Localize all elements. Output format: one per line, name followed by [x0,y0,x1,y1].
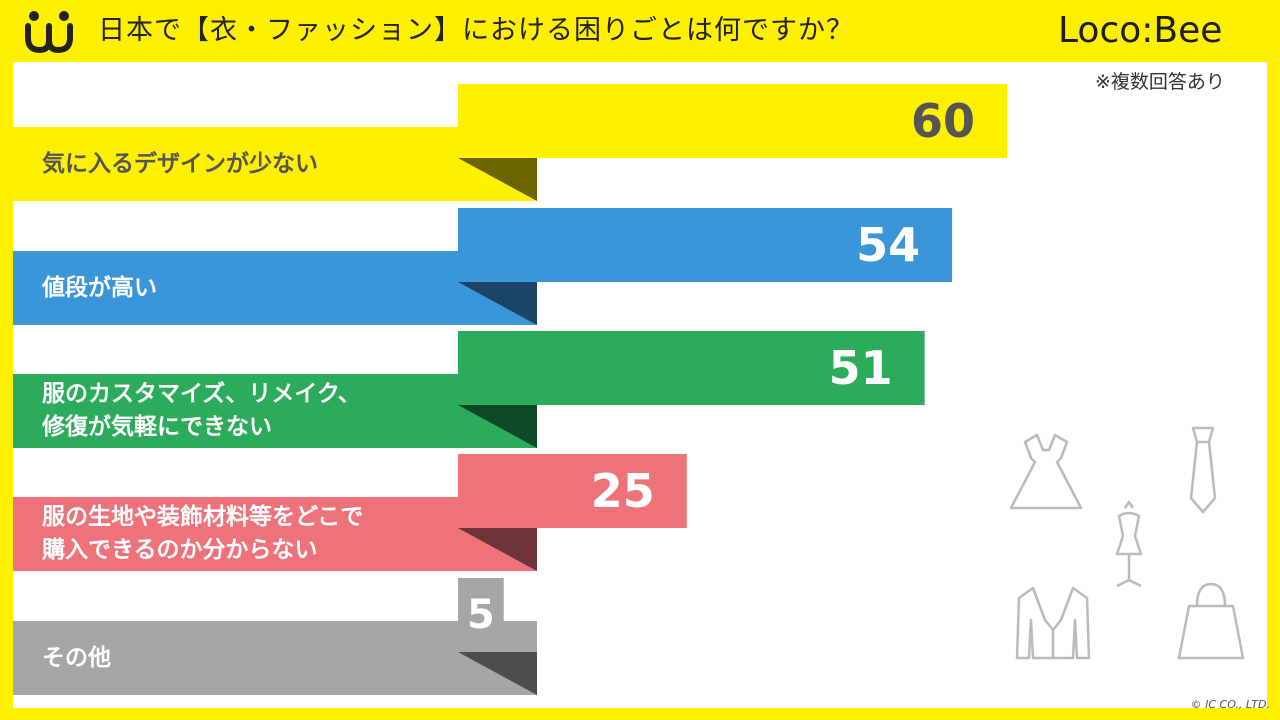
category-label: その他 [42,644,111,671]
brand-logo: Loco:Bee [1058,10,1223,51]
value-label: 54 [856,218,921,272]
value-bar [458,208,953,282]
value-bar [458,331,925,405]
value-bar [458,578,504,652]
value-label: 25 [590,464,655,518]
category-label: 服のカスタマイズ、リメイク、 修復が気軽にできない [42,381,361,440]
category-label: 服の生地や装飾材料等をどこで 購入できるのか分からない [42,504,364,563]
band-shadow [458,282,537,325]
copyright-notice: © IC CO., LTD. [1190,698,1270,711]
page-title: 日本で【衣・ファッション】における困りごとは何ですか？ [98,15,854,46]
category-band [13,621,537,695]
value-label: 5 [466,592,495,638]
category-label: 値段が高い [42,274,157,301]
value-bar [458,84,1007,158]
category-band [13,251,537,325]
dress-icon [1009,433,1083,510]
jacket-icon [1015,586,1091,660]
category-label: 気に入るデザインが少ない [42,150,318,177]
smiley-brand-icon [25,11,73,54]
header: 日本で【衣・ファッション】における困りごとは何ですか？ Loco:Bee [0,0,1280,62]
mannequin-icon [1115,500,1143,588]
band-shadow [458,158,537,201]
band-shadow [458,405,537,448]
value-label: 60 [910,94,975,148]
band-shadow [458,652,537,695]
band-shadow [458,528,537,571]
category-band [13,497,537,571]
multiple-answers-note: ※複数回答あり [1095,71,1225,93]
fashion-icons [1009,426,1245,660]
value-bar [458,454,687,528]
handbag-icon [1177,582,1245,660]
necktie-icon [1189,426,1217,514]
category-band [13,127,537,201]
value-label: 51 [828,341,893,395]
category-band [13,374,537,448]
